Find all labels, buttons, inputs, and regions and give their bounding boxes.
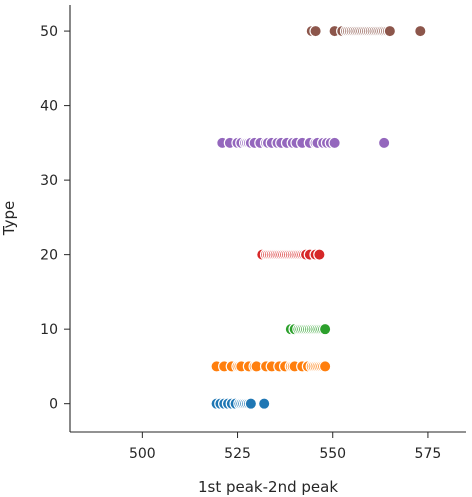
y-tick-label: 20 — [40, 248, 58, 264]
x-axis-ticks: 500 525 550 575 — [129, 432, 441, 462]
data-points — [210, 24, 427, 410]
scatter-point — [309, 24, 322, 38]
x-tick-label: 525 — [224, 446, 251, 462]
y-tick-label: 0 — [49, 397, 58, 413]
scatter-point — [318, 322, 332, 336]
scatter-point — [383, 24, 397, 38]
x-tick-label: 575 — [415, 446, 442, 462]
scatter-point — [414, 24, 427, 38]
scatter-point — [318, 360, 332, 373]
scatter-point — [328, 136, 341, 150]
scatter-point — [257, 397, 271, 410]
x-axis-title: 1st peak-2nd peak — [198, 478, 338, 496]
y-axis-title: Type — [0, 201, 18, 236]
scatter-point — [244, 397, 258, 410]
scatter-point — [377, 136, 391, 150]
y-tick-label: 30 — [40, 173, 58, 189]
x-tick-label: 550 — [319, 446, 346, 462]
y-axis-ticks: 0 10 20 30 40 50 — [40, 24, 70, 413]
x-tick-label: 500 — [129, 446, 156, 462]
y-tick-label: 10 — [40, 322, 58, 338]
y-tick-label: 50 — [40, 24, 58, 40]
scatter-point — [313, 248, 326, 261]
y-tick-label: 40 — [40, 99, 58, 115]
